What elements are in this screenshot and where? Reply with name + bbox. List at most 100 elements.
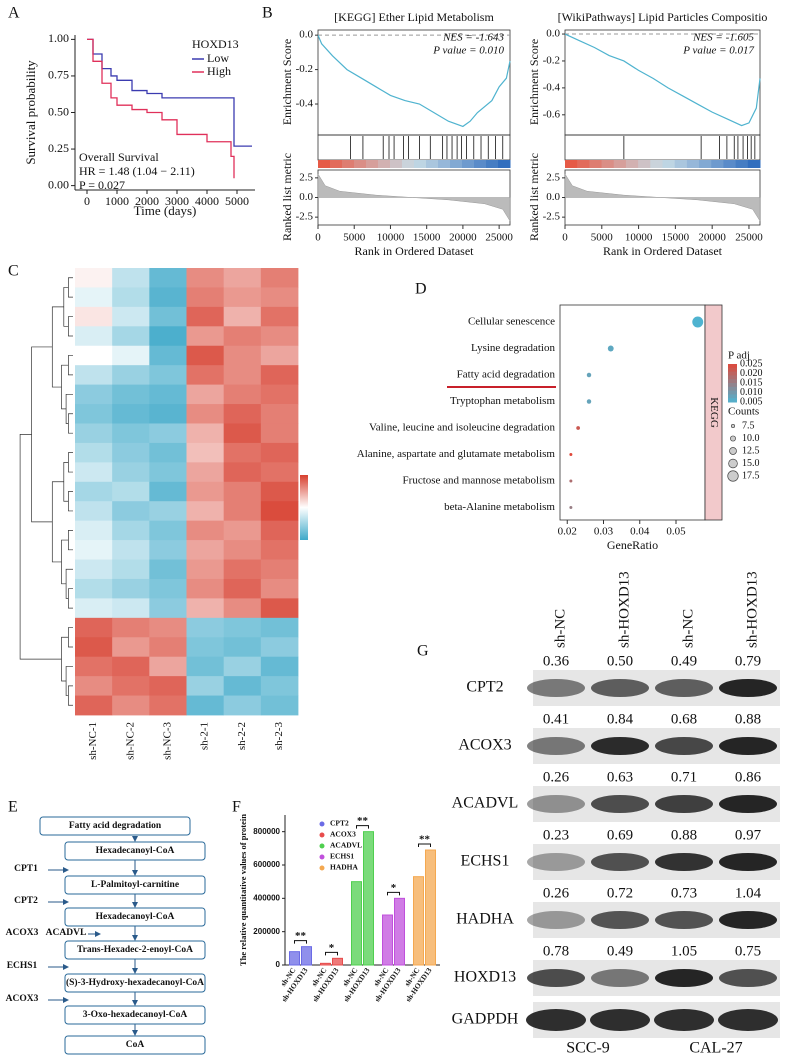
band bbox=[719, 911, 777, 929]
band bbox=[591, 795, 649, 813]
size-legend bbox=[730, 423, 736, 429]
enzyme-label: CPT1 bbox=[14, 864, 38, 874]
pathway-node bbox=[64, 841, 206, 861]
band bbox=[655, 795, 713, 813]
pathway-node-label: 3-Oxo-hexadecanoyl-CoA bbox=[83, 1010, 188, 1020]
y-axis-label: The relative quantitative values of prot… bbox=[238, 814, 248, 966]
dot bbox=[569, 479, 573, 483]
heatmap-cell bbox=[149, 365, 187, 386]
legend-title: Counts bbox=[728, 406, 759, 418]
panel-letter: D bbox=[415, 281, 427, 298]
heatmap-cell bbox=[75, 345, 113, 366]
rank-colorbar bbox=[625, 160, 639, 168]
heatmap-cell bbox=[223, 598, 262, 619]
heatmap-cell bbox=[149, 287, 187, 308]
survival-curve bbox=[87, 38, 235, 179]
heatmap-cell bbox=[186, 345, 225, 366]
protein-label: HADHA bbox=[456, 911, 514, 928]
quant-label: 0.78 bbox=[543, 943, 569, 959]
heatmap-cell bbox=[223, 501, 262, 522]
protein-label: HOXD13 bbox=[454, 969, 516, 986]
heatmap-cell bbox=[260, 520, 299, 541]
heatmap-cell bbox=[149, 404, 187, 424]
heatmap-cell bbox=[260, 384, 299, 405]
heatmap-cell bbox=[75, 695, 113, 716]
heatmap-cell bbox=[149, 481, 187, 502]
rank-colorbar bbox=[711, 160, 724, 168]
heatmap-cell bbox=[223, 365, 262, 386]
dendrogram bbox=[68, 277, 73, 298]
ranked-metric bbox=[317, 173, 511, 222]
protein-label: GADPDH bbox=[452, 1011, 519, 1028]
heatmap-cell bbox=[112, 365, 150, 386]
x-axis-label: Time (days) bbox=[134, 203, 197, 218]
annotation: Overall Survival bbox=[79, 150, 159, 164]
enzyme-label: CPT2 bbox=[14, 896, 38, 906]
x-tick-label: 25000 bbox=[485, 232, 513, 244]
quant-label: 0.84 bbox=[607, 711, 634, 727]
legend-label: ACADVL bbox=[330, 841, 362, 850]
quant-label: 0.63 bbox=[607, 769, 633, 785]
heatmap-cell bbox=[223, 268, 262, 288]
quant-label: 1.04 bbox=[735, 885, 762, 901]
size-legend bbox=[728, 458, 738, 469]
legend-label: ACOX3 bbox=[330, 830, 356, 839]
lane-label: sh-HOXD13 bbox=[616, 571, 632, 648]
rank-colorbar bbox=[601, 160, 615, 168]
heatmap-cell bbox=[75, 501, 113, 522]
dendrogram bbox=[63, 461, 69, 502]
size-legend-label: 17.5 bbox=[742, 470, 760, 481]
heatmap-cell bbox=[149, 637, 187, 658]
pathway-node bbox=[39, 816, 191, 836]
heatmap-cell bbox=[186, 540, 225, 560]
rank-colorbar bbox=[462, 160, 475, 168]
band bbox=[591, 737, 649, 755]
heatmap-cell bbox=[186, 462, 225, 483]
band bbox=[527, 853, 585, 871]
band bbox=[527, 737, 585, 755]
y-axis-label: Enrichment Score bbox=[527, 39, 541, 125]
band bbox=[718, 1009, 778, 1031]
heatmap-cell bbox=[260, 656, 299, 677]
rank-colorbar bbox=[486, 160, 499, 168]
band bbox=[655, 911, 713, 929]
heatmap-cell bbox=[112, 540, 150, 560]
heatmap-cell bbox=[149, 540, 187, 560]
legend-label: HADHA bbox=[330, 863, 359, 872]
bar bbox=[382, 914, 393, 966]
heatmap-cell bbox=[75, 423, 113, 444]
heatmap-cell bbox=[223, 676, 262, 696]
annotation: P value = 0.010 bbox=[432, 45, 504, 57]
y-tick-label: 0.0 bbox=[299, 191, 313, 203]
pathway-node-label: Hexadecanoyl-CoA bbox=[96, 912, 175, 922]
heatmap-cell bbox=[112, 442, 150, 463]
x-tick-label: 0 bbox=[315, 232, 321, 244]
category-label: Valine, leucine and isoleucine degradati… bbox=[369, 422, 556, 434]
heatmap-cell bbox=[260, 501, 299, 522]
band bbox=[591, 853, 649, 871]
heatmap-cell bbox=[149, 617, 187, 638]
significance: ** bbox=[357, 815, 369, 827]
legend-title: P adj bbox=[728, 350, 750, 362]
y-tick-label: 0.00 bbox=[48, 177, 69, 191]
heatmap-cell bbox=[186, 306, 225, 327]
x-tick-label: 1000 bbox=[105, 194, 129, 208]
dot bbox=[586, 399, 592, 404]
x-tick-label: 0 bbox=[562, 232, 568, 244]
x-tick-label: 0.03 bbox=[594, 526, 614, 538]
dendrogram bbox=[68, 316, 73, 337]
y-tick-label: -0.2 bbox=[296, 63, 313, 75]
dendrogram bbox=[65, 568, 73, 599]
x-tick-label: 20000 bbox=[449, 232, 477, 244]
heatmap-cell bbox=[149, 306, 187, 327]
pathway-node-label: L-Palmitoyl-carnitine bbox=[91, 880, 179, 890]
heatmap-cell bbox=[260, 637, 299, 658]
band bbox=[655, 853, 713, 871]
legend-label: High bbox=[207, 64, 231, 78]
rank-colorbar bbox=[589, 160, 603, 168]
band bbox=[719, 679, 777, 697]
category-label: Lysine degradation bbox=[471, 342, 556, 354]
quant-label: 1.05 bbox=[671, 943, 697, 959]
y-tick-label: 2.5 bbox=[546, 171, 560, 183]
column-label: sh-2-2 bbox=[236, 722, 248, 750]
